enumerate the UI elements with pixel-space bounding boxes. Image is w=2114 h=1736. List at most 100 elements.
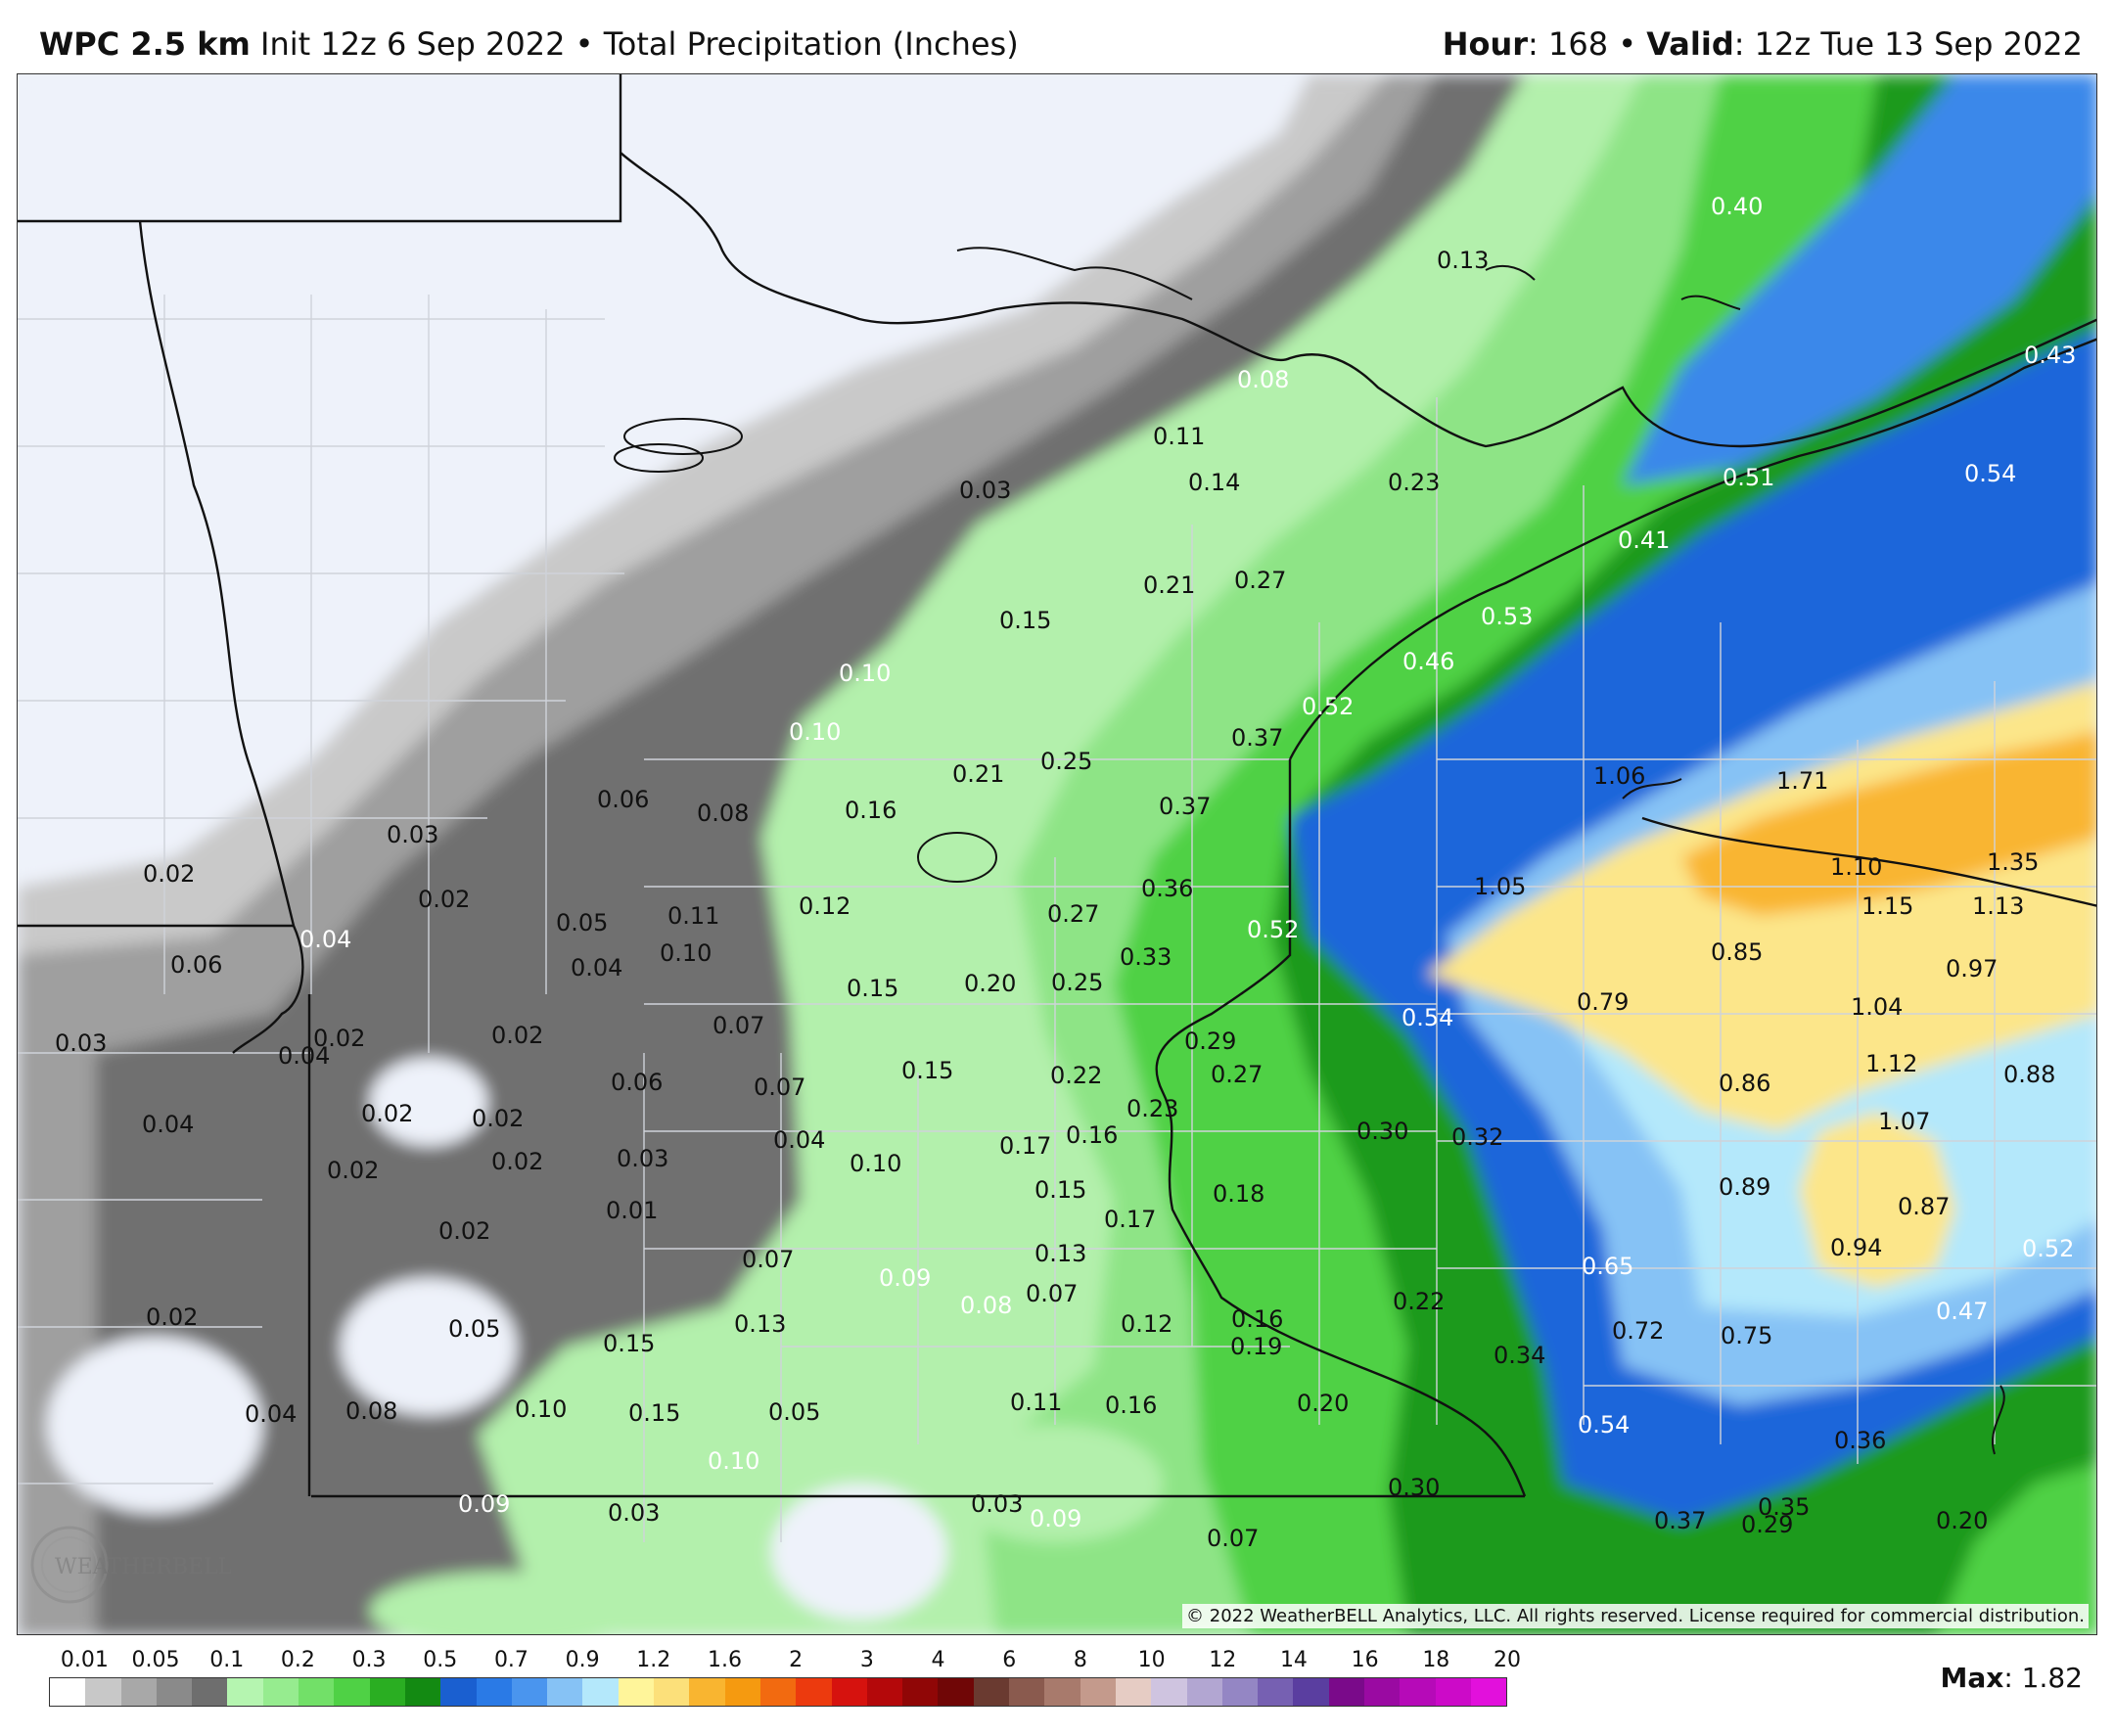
- legend-tick-label: 2: [789, 1648, 804, 1672]
- legend-swatch: [1044, 1678, 1080, 1706]
- precip-label: 0.37: [1231, 724, 1283, 752]
- precip-label: 0.02: [143, 860, 195, 888]
- precip-label: 0.02: [472, 1105, 524, 1132]
- legend-tick-label: 14: [1279, 1648, 1308, 1672]
- precip-label: 0.08: [345, 1397, 397, 1425]
- legend-swatch: [938, 1678, 974, 1706]
- valid-value: : 12z Tue 13 Sep 2022: [1733, 25, 2083, 63]
- precip-label: 0.14: [1188, 469, 1240, 496]
- legend-tick-label: 0.3: [351, 1648, 387, 1672]
- precip-label: 0.02: [361, 1100, 413, 1127]
- precip-label: 0.34: [1494, 1342, 1545, 1369]
- precip-label: 0.07: [1026, 1280, 1078, 1307]
- precip-label: 1.04: [1851, 993, 1903, 1021]
- legend-swatch: [1400, 1678, 1436, 1706]
- precip-label: 0.36: [1834, 1427, 1886, 1454]
- precip-label: 0.16: [845, 797, 896, 824]
- precip-label: 0.05: [448, 1315, 500, 1343]
- legend-swatch: [1151, 1678, 1187, 1706]
- precip-label: 0.40: [1711, 193, 1763, 220]
- legend-tick-label: 1.6: [707, 1648, 742, 1672]
- precip-label: 0.03: [617, 1145, 668, 1172]
- precip-label: 0.01: [606, 1197, 658, 1224]
- precip-label: 0.29: [1184, 1028, 1236, 1055]
- precip-label: 0.10: [839, 660, 891, 687]
- legend-swatch: [759, 1678, 797, 1706]
- precip-label: 0.11: [1010, 1389, 1062, 1416]
- precip-label: 0.06: [597, 786, 649, 813]
- precip-label: 0.16: [1066, 1121, 1118, 1149]
- copyright-notice: © 2022 WeatherBELL Analytics, LLC. All r…: [1182, 1604, 2089, 1628]
- precip-label: 1.13: [1972, 892, 2024, 920]
- precip-label: 0.13: [1034, 1240, 1086, 1267]
- legend-swatch: [227, 1678, 263, 1706]
- precip-label: 0.21: [1143, 571, 1195, 599]
- svg-text:WEATHERBELL: WEATHERBELL: [55, 1555, 231, 1579]
- legend-tick-label: 10: [1137, 1648, 1166, 1672]
- precip-value-labels: 0.40 0.13 0.43 0.08 0.11 0.14 0.23 0.51 0.54 0.03…: [55, 193, 2076, 1552]
- precip-label: 0.52: [1247, 916, 1299, 943]
- legend-tick-label: 8: [1073, 1648, 1087, 1672]
- precip-label: 0.10: [515, 1395, 567, 1423]
- legend-swatch: [654, 1678, 690, 1706]
- precip-label: 0.07: [742, 1246, 794, 1273]
- precip-label: 0.06: [611, 1069, 663, 1096]
- precip-label: 0.02: [327, 1157, 379, 1184]
- precip-label: 0.09: [458, 1490, 510, 1518]
- precipitation-map[interactable]: 0.40 0.13 0.43 0.08 0.11 0.14 0.23 0.51 0.54 0.03…: [17, 73, 2097, 1635]
- legend-tick-label: 0.01: [60, 1648, 109, 1672]
- precip-legend: 0.01 0.05 0.1 0.2 0.3 0.5 0.7 0.9 1.2 1.6 2 3 4 6 8 10 1…: [49, 1648, 1521, 1716]
- legend-swatch: [831, 1678, 867, 1706]
- legend-swatch: [192, 1678, 228, 1706]
- precip-label: 0.02: [418, 886, 470, 913]
- precip-label: 0.21: [952, 760, 1004, 788]
- precip-label: 1.12: [1865, 1050, 1917, 1077]
- precip-label: 0.15: [603, 1330, 655, 1357]
- precip-label: 0.52: [2022, 1235, 2074, 1262]
- precip-label: 0.08: [960, 1292, 1012, 1319]
- legend-tick-label: 0.9: [565, 1648, 600, 1672]
- legend-swatch: [50, 1678, 86, 1706]
- precip-label: 0.37: [1159, 793, 1211, 820]
- precip-label: 0.13: [1437, 247, 1489, 274]
- precip-label: 1.71: [1776, 767, 1828, 795]
- valid-label: Valid: [1646, 25, 1734, 63]
- legend-tick-label: 6: [1002, 1648, 1017, 1672]
- legend-tick-label: 0.5: [423, 1648, 458, 1672]
- legend-tick-label: 4: [931, 1648, 945, 1672]
- precip-label: 0.97: [1946, 955, 1998, 982]
- legend-swatch: [334, 1678, 370, 1706]
- legend-tick-label: 20: [1494, 1648, 1521, 1672]
- model-title: WPC 2.5 km Init 12z 6 Sep 2022 • Total P…: [39, 25, 1019, 63]
- precip-label: 0.04: [773, 1126, 825, 1154]
- precip-label: 0.16: [1231, 1305, 1283, 1333]
- precip-label: 0.79: [1577, 988, 1629, 1016]
- precip-label: 0.43: [2024, 342, 2076, 369]
- legend-swatch: [1470, 1678, 1507, 1706]
- precip-label: 1.06: [1593, 762, 1645, 790]
- precip-label: 0.51: [1723, 464, 1774, 491]
- precip-label: 0.54: [1402, 1004, 1453, 1031]
- precip-label: 0.37: [1654, 1507, 1706, 1534]
- precip-label: 0.22: [1393, 1288, 1445, 1315]
- precip-label: 0.89: [1719, 1173, 1770, 1201]
- precip-label: 0.52: [1302, 693, 1354, 720]
- valid-time: Hour: 168 • Valid: 12z Tue 13 Sep 2022: [1443, 25, 2083, 63]
- legend-swatch: [547, 1678, 583, 1706]
- legend-swatch: [369, 1678, 405, 1706]
- precip-label: 0.05: [556, 909, 608, 937]
- precip-label: 0.54: [1578, 1411, 1630, 1439]
- precip-label: 1.05: [1474, 873, 1526, 900]
- precip-label: 0.03: [971, 1490, 1023, 1518]
- legend-tick-label: 16: [1351, 1648, 1379, 1672]
- legend-swatch: [120, 1678, 157, 1706]
- legend-swatch: [476, 1678, 512, 1706]
- precip-label: 0.65: [1582, 1253, 1633, 1280]
- precip-label: 0.32: [1451, 1123, 1503, 1151]
- legend-tick-label: 12: [1209, 1648, 1237, 1672]
- precip-label: 0.25: [1051, 969, 1103, 996]
- precip-label: 0.08: [1237, 366, 1289, 393]
- legend-swatch: [511, 1678, 548, 1706]
- legend-swatch: [724, 1678, 760, 1706]
- precip-label: 0.75: [1721, 1322, 1772, 1349]
